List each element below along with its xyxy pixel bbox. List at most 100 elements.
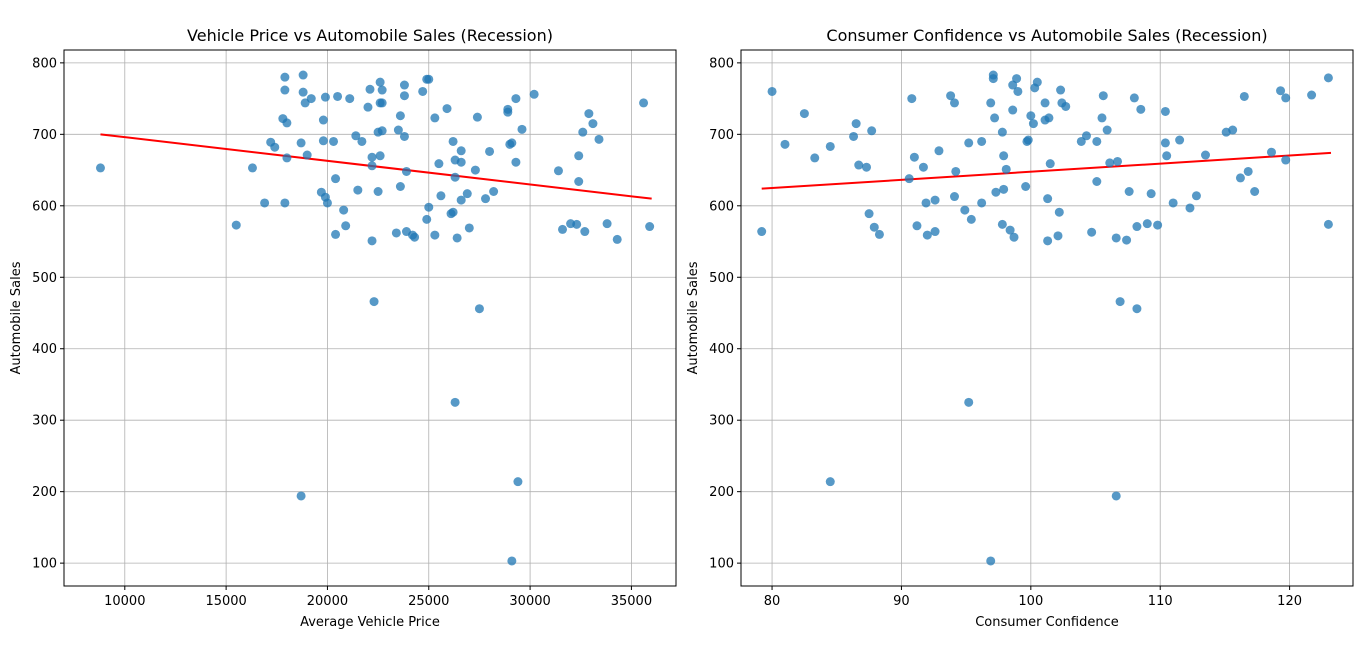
data-point xyxy=(1168,198,1178,208)
x-tick-label: 30000 xyxy=(509,594,550,609)
data-point xyxy=(507,138,517,148)
y-tick-label: 500 xyxy=(32,271,57,286)
data-point xyxy=(485,146,495,156)
data-point xyxy=(474,304,484,314)
data-point xyxy=(351,131,361,141)
data-point xyxy=(780,139,790,149)
data-point xyxy=(810,153,820,163)
data-point xyxy=(456,195,466,205)
data-point xyxy=(988,74,998,84)
data-point xyxy=(1001,164,1011,174)
data-point xyxy=(578,127,588,137)
trendline-group xyxy=(761,151,1332,190)
data-point xyxy=(365,84,375,94)
data-point xyxy=(418,86,428,96)
x-axis-label: Average Vehicle Price xyxy=(300,615,440,630)
data-point xyxy=(1081,131,1091,141)
data-point xyxy=(280,72,290,82)
data-point xyxy=(1160,106,1170,116)
chart-title: Vehicle Price vs Automobile Sales (Reces… xyxy=(187,26,553,45)
data-point xyxy=(430,113,440,123)
data-point xyxy=(1061,101,1071,111)
data-point xyxy=(1045,159,1055,169)
data-point xyxy=(430,230,440,240)
data-point xyxy=(1023,135,1033,145)
data-point xyxy=(1122,235,1132,245)
data-point xyxy=(964,397,974,407)
data-point xyxy=(260,198,270,208)
data-point xyxy=(977,136,987,146)
data-point xyxy=(456,146,466,156)
x-tick-label: 110 xyxy=(1148,594,1173,609)
data-point xyxy=(331,174,341,184)
data-point xyxy=(395,111,405,121)
data-point xyxy=(639,98,649,108)
data-point xyxy=(302,150,312,160)
data-point xyxy=(1056,85,1066,95)
data-point xyxy=(825,477,835,487)
data-point xyxy=(999,184,1009,194)
data-point xyxy=(874,229,884,239)
data-point xyxy=(862,162,872,172)
data-point xyxy=(991,187,1001,197)
data-point xyxy=(1129,93,1139,103)
data-point xyxy=(1239,91,1249,101)
data-point xyxy=(280,198,290,208)
data-point xyxy=(572,219,582,229)
data-point xyxy=(990,113,1000,123)
data-point xyxy=(1076,136,1086,146)
data-point xyxy=(1008,105,1018,115)
data-point xyxy=(1185,203,1195,213)
data-point xyxy=(602,219,612,229)
data-point xyxy=(799,109,809,119)
data-point xyxy=(529,89,539,99)
data-point xyxy=(999,151,1009,161)
data-point xyxy=(456,157,466,167)
data-point xyxy=(367,161,377,171)
data-point xyxy=(612,234,622,244)
data-point xyxy=(1113,156,1123,166)
data-point xyxy=(329,136,339,146)
data-point xyxy=(1162,151,1172,161)
data-point xyxy=(357,136,367,146)
data-point xyxy=(1250,187,1260,197)
data-point xyxy=(399,131,409,141)
data-point xyxy=(95,163,105,173)
data-point xyxy=(270,142,280,152)
data-point xyxy=(921,198,931,208)
data-point xyxy=(481,194,491,204)
y-tick-label: 100 xyxy=(709,557,734,572)
data-point xyxy=(986,556,996,566)
data-point xyxy=(513,477,523,487)
data-point xyxy=(296,491,306,501)
scatter-points xyxy=(757,70,1333,566)
data-point xyxy=(1323,73,1333,83)
data-point xyxy=(1105,158,1115,168)
data-point xyxy=(306,94,316,104)
data-point xyxy=(964,138,974,148)
data-point xyxy=(574,151,584,161)
data-point xyxy=(450,172,460,182)
data-point xyxy=(1013,86,1023,96)
data-point xyxy=(977,198,987,208)
data-point xyxy=(1009,232,1019,242)
data-point xyxy=(462,189,472,199)
data-point xyxy=(377,126,387,136)
tick-labels: 80 90 100 110 120 100 200 300 400 500 600 700 800 xyxy=(709,56,1302,609)
data-point xyxy=(904,174,914,184)
data-point xyxy=(1132,222,1142,232)
data-point xyxy=(645,222,655,232)
data-point xyxy=(867,126,877,136)
data-point xyxy=(1097,113,1107,123)
data-point xyxy=(448,136,458,146)
data-point xyxy=(320,92,330,102)
data-point xyxy=(1028,119,1038,129)
y-tick-label: 600 xyxy=(709,199,734,214)
data-point xyxy=(1026,111,1036,121)
data-point xyxy=(951,166,961,176)
x-tick-label: 20000 xyxy=(307,594,348,609)
data-point xyxy=(331,229,341,239)
data-point xyxy=(930,195,940,205)
data-point xyxy=(574,176,584,186)
data-point xyxy=(864,209,874,219)
